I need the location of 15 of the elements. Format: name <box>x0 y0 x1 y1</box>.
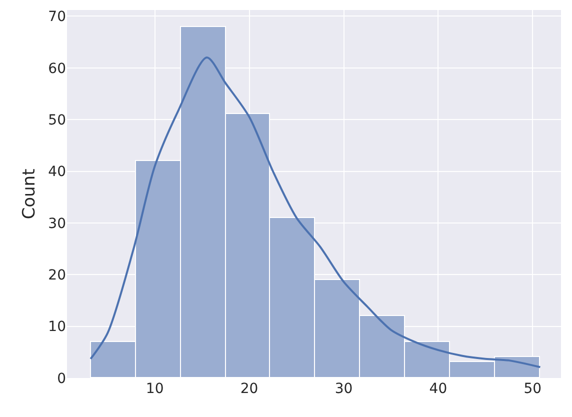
line-series <box>90 56 542 368</box>
y-tick-label: 40 <box>48 164 66 180</box>
x-tick-label: 50 <box>524 381 542 397</box>
y-tick-label: 10 <box>48 319 66 336</box>
y-tick-label: 60 <box>48 60 66 77</box>
y-tick-label: 70 <box>48 9 66 26</box>
y-tick-label: 30 <box>48 216 66 232</box>
y-axis-title: Count <box>20 168 40 220</box>
x-tick-label: 30 <box>334 381 353 397</box>
x-tick-label: 40 <box>429 381 448 397</box>
y-tick-label: 50 <box>48 112 66 128</box>
y-tick-label: 20 <box>48 268 66 284</box>
x-tick-label: 20 <box>240 381 258 397</box>
y-tick-label: 0 <box>57 370 66 387</box>
x-tick-label: 10 <box>146 381 164 397</box>
